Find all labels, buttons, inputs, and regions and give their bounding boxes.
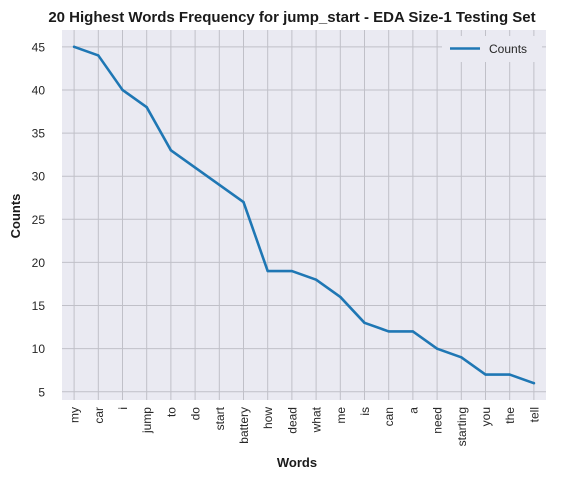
y-tick-label: 40	[32, 83, 46, 97]
data-point	[411, 330, 415, 333]
x-tick-label: a	[406, 407, 420, 414]
data-point	[72, 45, 76, 49]
x-tick-label: car	[92, 407, 106, 424]
grid	[62, 30, 546, 400]
x-axis: my car i jump to do start battery how dead what me i…	[68, 406, 542, 446]
data-point	[387, 330, 390, 333]
x-tick-label: jump	[140, 407, 154, 434]
data-point	[266, 269, 269, 273]
x-tick-label: start	[213, 406, 227, 430]
y-tick-label: 10	[32, 342, 46, 356]
data-point	[145, 105, 148, 109]
x-tick-label: do	[189, 407, 203, 421]
data-point	[97, 54, 100, 57]
x-tick-label: starting	[455, 407, 469, 446]
series-line-counts	[72, 45, 536, 385]
data-point	[121, 88, 124, 92]
x-tick-label: dead	[285, 407, 299, 434]
x-tick-label: can	[382, 407, 396, 426]
legend-label: Counts	[489, 42, 527, 56]
y-axis-label: Counts	[8, 194, 23, 239]
data-point	[363, 321, 366, 325]
data-point	[218, 183, 221, 187]
x-tick-label: to	[164, 407, 178, 417]
data-point	[508, 373, 511, 376]
y-axis: 5 10 15 20 25 30 35 40 45	[32, 40, 46, 399]
legend: Counts	[442, 36, 542, 62]
chart-title: 20 Highest Words Frequency for jump_star…	[48, 9, 535, 26]
data-point	[460, 356, 463, 359]
x-tick-label: i	[116, 407, 130, 410]
y-tick-label: 15	[32, 299, 46, 313]
data-point	[290, 269, 294, 273]
x-tick-label: you	[479, 407, 493, 426]
x-tick-label: the	[503, 407, 517, 424]
data-point	[169, 149, 173, 152]
data-point	[193, 166, 197, 169]
x-tick-label: need	[431, 407, 445, 434]
plot-area	[62, 30, 546, 400]
x-axis-label: Words	[277, 455, 317, 470]
data-point	[314, 278, 318, 281]
y-tick-label: 5	[38, 385, 45, 399]
data-point	[532, 381, 536, 385]
data-point	[339, 295, 342, 299]
y-tick-label: 30	[32, 170, 46, 184]
y-tick-label: 20	[32, 256, 46, 270]
data-point	[435, 347, 439, 350]
y-tick-label: 45	[32, 40, 46, 54]
y-tick-label: 35	[32, 127, 46, 141]
x-tick-label: how	[261, 407, 275, 429]
x-tick-label: my	[68, 407, 82, 423]
y-tick-label: 25	[32, 213, 46, 227]
x-tick-label: tell	[527, 407, 541, 422]
data-point	[242, 200, 245, 204]
x-tick-label: me	[334, 407, 348, 424]
data-point	[484, 373, 487, 376]
x-tick-label: what	[310, 406, 324, 433]
x-tick-label: battery	[237, 407, 251, 444]
x-tick-label: is	[358, 407, 372, 416]
series-layer	[72, 45, 536, 385]
